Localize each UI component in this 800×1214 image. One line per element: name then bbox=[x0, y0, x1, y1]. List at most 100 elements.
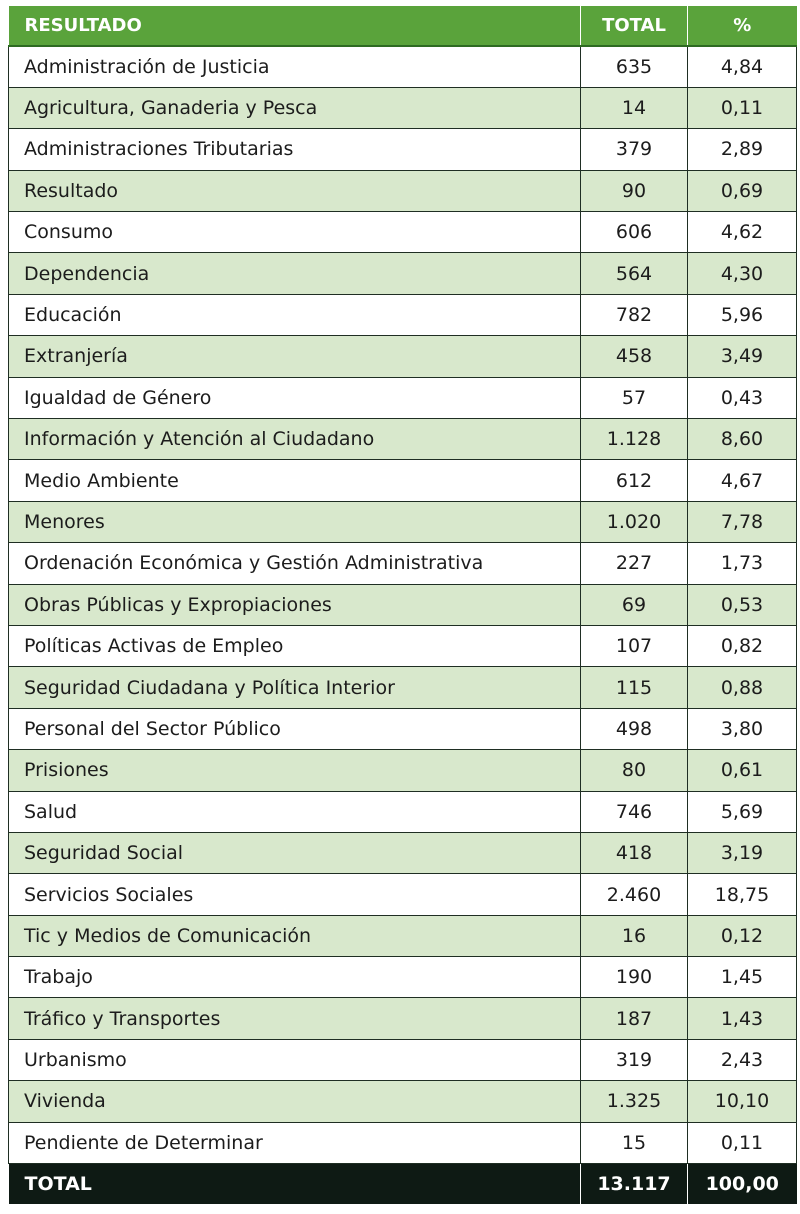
header-percent: % bbox=[687, 6, 797, 47]
row-percent: 2,89 bbox=[687, 128, 797, 171]
table-row: Agricultura, Ganaderia y Pesca 14 0,11 bbox=[8, 86, 797, 130]
row-total: 782 bbox=[580, 293, 688, 337]
row-total: 227 bbox=[580, 542, 688, 585]
row-label: Seguridad Ciudadana y Política Interior bbox=[8, 666, 581, 709]
row-percent: 4,30 bbox=[687, 252, 797, 295]
table-row: Tráfico y Transportes 187 1,43 bbox=[8, 997, 797, 1040]
row-percent: 3,49 bbox=[687, 335, 797, 378]
row-total: 2.460 bbox=[580, 873, 688, 916]
table-row: Políticas Activas de Empleo 107 0,82 bbox=[8, 624, 797, 668]
row-percent: 0,11 bbox=[687, 1121, 797, 1165]
table-row: Prisiones 80 0,61 bbox=[8, 749, 797, 792]
table-row: Consumo 606 4,62 bbox=[8, 211, 797, 254]
row-total: 564 bbox=[580, 252, 688, 295]
row-total: 14 bbox=[580, 86, 688, 130]
row-percent: 5,96 bbox=[687, 293, 797, 337]
table-row: Administraciones Tributarias 379 2,89 bbox=[8, 128, 797, 171]
row-total: 379 bbox=[580, 128, 688, 171]
table-row: Urbanismo 319 2,43 bbox=[8, 1038, 797, 1082]
row-percent: 18,75 bbox=[687, 873, 797, 916]
row-total: 69 bbox=[580, 583, 688, 626]
row-percent: 0,88 bbox=[687, 666, 797, 709]
row-percent: 7,78 bbox=[687, 500, 797, 544]
row-label: Pendiente de Determinar bbox=[8, 1121, 581, 1165]
row-label: Tic y Medios de Comunicación bbox=[8, 914, 581, 958]
row-label: Agricultura, Ganaderia y Pesca bbox=[8, 86, 581, 130]
table-row: Obras Públicas y Expropiaciones 69 0,53 bbox=[8, 583, 797, 626]
row-percent: 8,60 bbox=[687, 418, 797, 461]
row-total: 1.325 bbox=[580, 1080, 688, 1123]
row-total: 115 bbox=[580, 666, 688, 709]
row-percent: 5,69 bbox=[687, 790, 797, 833]
table-header: RESULTADO TOTAL % bbox=[8, 6, 797, 47]
row-total: 498 bbox=[580, 707, 688, 751]
table-row: Vivienda 1.325 10,10 bbox=[8, 1080, 797, 1123]
row-percent: 3,80 bbox=[687, 707, 797, 751]
row-percent: 10,10 bbox=[687, 1080, 797, 1123]
table-row: Información y Atención al Ciudadano 1.128… bbox=[8, 418, 797, 461]
row-total: 57 bbox=[580, 376, 688, 420]
row-total: 107 bbox=[580, 624, 688, 668]
table-row: Ordenación Económica y Gestión Administr… bbox=[8, 542, 797, 585]
table-row: Seguridad Ciudadana y Política Interior 1… bbox=[8, 666, 797, 709]
row-total: 16 bbox=[580, 914, 688, 958]
row-percent: 1,45 bbox=[687, 956, 797, 999]
row-percent: 0,11 bbox=[687, 86, 797, 130]
table-row: Resultado 90 0,69 bbox=[8, 169, 797, 213]
row-total: 190 bbox=[580, 956, 688, 999]
total-value: 13.117 bbox=[580, 1163, 688, 1204]
row-total: 458 bbox=[580, 335, 688, 378]
row-percent: 0,43 bbox=[687, 376, 797, 420]
header-resultado: RESULTADO bbox=[8, 6, 581, 47]
row-label: Menores bbox=[8, 500, 581, 544]
table-row: Pendiente de Determinar 15 0,11 bbox=[8, 1121, 797, 1165]
row-label: Medio Ambiente bbox=[8, 459, 581, 502]
row-label: Extranjería bbox=[8, 335, 581, 378]
table-footer: TOTAL 13.117 100,00 bbox=[8, 1163, 797, 1204]
row-label: Personal del Sector Público bbox=[8, 707, 581, 751]
row-label: Ordenación Económica y Gestión Administr… bbox=[8, 542, 581, 585]
row-label: Administraciones Tributarias bbox=[8, 128, 581, 171]
table-row: Igualdad de Género 57 0,43 bbox=[8, 376, 797, 420]
row-percent: 0,12 bbox=[687, 914, 797, 958]
table-row: Tic y Medios de Comunicación 16 0,12 bbox=[8, 914, 797, 958]
row-label: Trabajo bbox=[8, 956, 581, 999]
row-percent: 2,43 bbox=[687, 1038, 797, 1082]
row-total: 635 bbox=[580, 45, 688, 88]
table-row: Administración de Justicia 635 4,84 bbox=[8, 45, 797, 88]
results-table-container: RESULTADO TOTAL % Administración de Just… bbox=[8, 6, 797, 1204]
row-label: Dependencia bbox=[8, 252, 581, 295]
row-percent: 0,82 bbox=[687, 624, 797, 668]
row-total: 1.128 bbox=[580, 418, 688, 461]
table-row: Personal del Sector Público 498 3,80 bbox=[8, 707, 797, 751]
row-percent: 4,62 bbox=[687, 211, 797, 254]
row-percent: 3,19 bbox=[687, 831, 797, 875]
row-total: 612 bbox=[580, 459, 688, 502]
row-label: Vivienda bbox=[8, 1080, 581, 1123]
row-label: Seguridad Social bbox=[8, 831, 581, 875]
row-total: 1.020 bbox=[580, 500, 688, 544]
table-row: Dependencia 564 4,30 bbox=[8, 252, 797, 295]
table-row: Menores 1.020 7,78 bbox=[8, 500, 797, 544]
row-label: Administración de Justicia bbox=[8, 45, 581, 88]
total-row: TOTAL 13.117 100,00 bbox=[8, 1163, 797, 1204]
results-table: RESULTADO TOTAL % Administración de Just… bbox=[8, 6, 797, 1204]
row-label: Servicios Sociales bbox=[8, 873, 581, 916]
header-row: RESULTADO TOTAL % bbox=[8, 6, 797, 47]
row-percent: 4,67 bbox=[687, 459, 797, 502]
row-total: 80 bbox=[580, 749, 688, 792]
table-row: Medio Ambiente 612 4,67 bbox=[8, 459, 797, 502]
row-total: 418 bbox=[580, 831, 688, 875]
row-total: 15 bbox=[580, 1121, 688, 1165]
table-row: Seguridad Social 418 3,19 bbox=[8, 831, 797, 875]
row-label: Igualdad de Género bbox=[8, 376, 581, 420]
row-label: Obras Públicas y Expropiaciones bbox=[8, 583, 581, 626]
row-total: 319 bbox=[580, 1038, 688, 1082]
table-row: Trabajo 190 1,45 bbox=[8, 956, 797, 999]
table-row: Servicios Sociales 2.460 18,75 bbox=[8, 873, 797, 916]
table-body: Administración de Justicia 635 4,84 Agricul… bbox=[8, 45, 797, 1165]
row-label: Tráfico y Transportes bbox=[8, 997, 581, 1040]
row-percent: 0,53 bbox=[687, 583, 797, 626]
row-label: Políticas Activas de Empleo bbox=[8, 624, 581, 668]
row-label: Consumo bbox=[8, 211, 581, 254]
